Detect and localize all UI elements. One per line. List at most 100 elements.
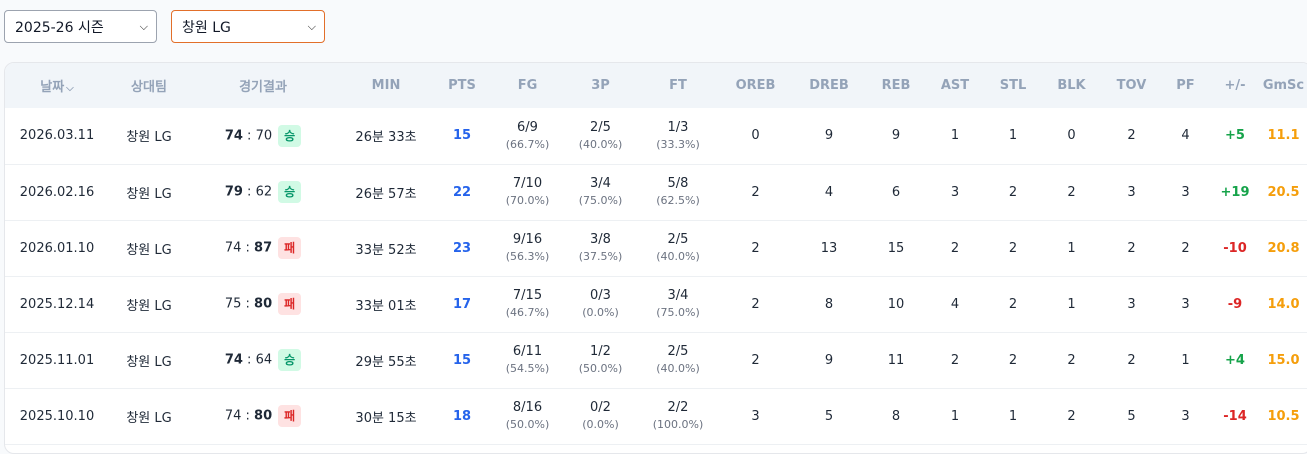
cell-blk: 2 bbox=[1067, 352, 1076, 368]
ft-made: 1/3 bbox=[667, 119, 689, 135]
cell-blk: 2 bbox=[1067, 184, 1076, 200]
score-separator: : bbox=[241, 240, 255, 256]
col-blk[interactable]: BLK bbox=[1057, 78, 1086, 93]
cell-pts: 18 bbox=[452, 408, 472, 424]
cell-plus-minus: -14 bbox=[1223, 408, 1247, 424]
cell-3p: 2/5 (40.0%) bbox=[566, 108, 635, 164]
col-reb[interactable]: REB bbox=[881, 78, 911, 93]
fg-made: 6/9 bbox=[517, 119, 538, 135]
cell-ast: 1 bbox=[950, 128, 960, 144]
ft-pct: (40.0%) bbox=[656, 250, 700, 263]
col-ast[interactable]: AST bbox=[940, 78, 970, 93]
cell-3p: 1/2 (50.0%) bbox=[566, 332, 635, 388]
col-plus-minus[interactable]: +/- bbox=[1224, 78, 1246, 93]
cell-blk: 0 bbox=[1067, 128, 1076, 144]
tp-made: 0/2 bbox=[590, 400, 611, 415]
col-opponent[interactable]: 상대팀 bbox=[131, 80, 167, 95]
cell-ft: 5/8 (62.5%) bbox=[635, 164, 721, 220]
cell-ft: 1/3 (33.3%) bbox=[635, 108, 721, 164]
col-min[interactable]: MIN bbox=[371, 78, 401, 93]
table-row: 2025.11.01 창원 LG 74 : 64 승 29분 55초 15 6/1… bbox=[5, 332, 1307, 388]
cell-dreb: 9 bbox=[824, 128, 834, 144]
score-left: 79 bbox=[224, 184, 243, 200]
cell-stl: 2 bbox=[1008, 352, 1018, 368]
score-right: 70 bbox=[255, 128, 273, 144]
cell-tov: 3 bbox=[1127, 296, 1136, 312]
table-row: 2026.03.11 창원 LG 74 : 70 승 26분 33초 15 6/9… bbox=[5, 108, 1307, 164]
chevron-down-icon: ⌵ bbox=[139, 19, 148, 33]
cell-oreb: 0 bbox=[751, 128, 760, 144]
score-left: 74 bbox=[224, 352, 243, 368]
table-row: 2025.12.14 창원 LG 75 : 80 패 33분 01초 17 7/1… bbox=[5, 276, 1307, 332]
cell-tov: 2 bbox=[1127, 128, 1136, 144]
season-select[interactable]: 2025-26 시즌 ⌵ bbox=[4, 10, 157, 43]
col-stl[interactable]: STL bbox=[999, 78, 1027, 93]
score-left: 75 bbox=[224, 296, 242, 312]
cell-plus-minus: +4 bbox=[1225, 352, 1245, 368]
cell-result: 74 : 70 승 bbox=[189, 108, 337, 164]
cell-result: 74 : 64 승 bbox=[189, 332, 337, 388]
cell-pf: 4 bbox=[1181, 128, 1190, 144]
col-fg[interactable]: FG bbox=[517, 78, 538, 93]
cell-stl: 2 bbox=[1008, 296, 1018, 312]
cell-dreb: 9 bbox=[824, 352, 834, 368]
cell-min: 33분 52초 bbox=[355, 242, 417, 258]
score-left: 74 bbox=[224, 240, 242, 256]
tp-pct: (0.0%) bbox=[582, 418, 619, 431]
score: 74 : 70 bbox=[225, 128, 272, 143]
score-separator: : bbox=[242, 128, 256, 144]
cell-reb: 6 bbox=[891, 184, 901, 200]
cell-fg: 6/9 (66.7%) bbox=[489, 108, 566, 164]
col-tov[interactable]: TOV bbox=[1116, 78, 1147, 93]
table-row: 2025.10.10 창원 LG 74 : 80 패 30분 15초 18 8/1… bbox=[5, 388, 1307, 444]
cell-fg: 9/16 (56.3%) bbox=[489, 220, 566, 276]
col-result[interactable]: 경기결과 bbox=[239, 80, 287, 95]
cell-min: 26분 57초 bbox=[355, 186, 417, 202]
col-gmsc[interactable]: GmSc bbox=[1262, 78, 1305, 93]
cell-pf: 3 bbox=[1181, 184, 1190, 200]
tp-pct: (50.0%) bbox=[578, 362, 623, 375]
ft-made: 5/8 bbox=[667, 176, 689, 191]
col-date[interactable]: 날짜 ⌵ bbox=[40, 80, 74, 95]
score: 74 : 80 bbox=[225, 409, 272, 424]
col-3p[interactable]: 3P bbox=[591, 78, 610, 93]
cell-3p: 3/8 (37.5%) bbox=[566, 220, 635, 276]
season-select-value: 2025-26 시즌 bbox=[15, 19, 104, 36]
cell-oreb: 2 bbox=[751, 240, 760, 256]
cell-ft: 2/5 (40.0%) bbox=[635, 332, 721, 388]
cell-3p: 0/2 (0.0%) bbox=[566, 388, 635, 444]
ft-pct: (40.0%) bbox=[656, 362, 700, 375]
cell-reb: 10 bbox=[887, 296, 905, 312]
team-select[interactable]: 창원 LG ⌵ bbox=[171, 10, 325, 43]
cell-min: 30분 15초 bbox=[355, 410, 417, 426]
cell-reb: 8 bbox=[891, 408, 901, 424]
cell-dreb: 8 bbox=[824, 296, 834, 312]
ft-made: 2/2 bbox=[667, 400, 689, 415]
tp-made: 3/8 bbox=[590, 232, 611, 247]
tp-made: 0/3 bbox=[590, 288, 611, 303]
score-right: 80 bbox=[254, 296, 273, 312]
col-pts[interactable]: PTS bbox=[448, 78, 476, 93]
score-left: 74 bbox=[224, 128, 243, 144]
cell-tov: 2 bbox=[1127, 240, 1136, 256]
cell-date: 2026.01.10 bbox=[19, 240, 95, 256]
cell-date: 2025.10.10 bbox=[19, 408, 95, 424]
fg-made: 7/10 bbox=[512, 176, 543, 191]
col-ft[interactable]: FT bbox=[669, 78, 687, 93]
score-right: 62 bbox=[255, 184, 273, 200]
ft-made: 3/4 bbox=[667, 288, 689, 303]
cell-opponent: 창원 LG bbox=[126, 410, 172, 426]
col-dreb[interactable]: DREB bbox=[809, 78, 849, 93]
cell-pf: 1 bbox=[1181, 352, 1190, 368]
cell-fg: 7/10 (70.0%) bbox=[489, 164, 566, 220]
cell-plus-minus: +19 bbox=[1220, 184, 1250, 200]
cell-pts: 15 bbox=[452, 352, 472, 368]
cell-tov: 5 bbox=[1127, 408, 1136, 424]
cell-oreb: 2 bbox=[751, 184, 760, 200]
fg-pct: (56.3%) bbox=[505, 250, 550, 263]
score-separator: : bbox=[242, 352, 256, 368]
cell-pts: 22 bbox=[452, 184, 472, 200]
score: 74 : 64 bbox=[225, 353, 272, 368]
col-pf[interactable]: PF bbox=[1176, 78, 1195, 93]
col-oreb[interactable]: OREB bbox=[735, 78, 776, 93]
